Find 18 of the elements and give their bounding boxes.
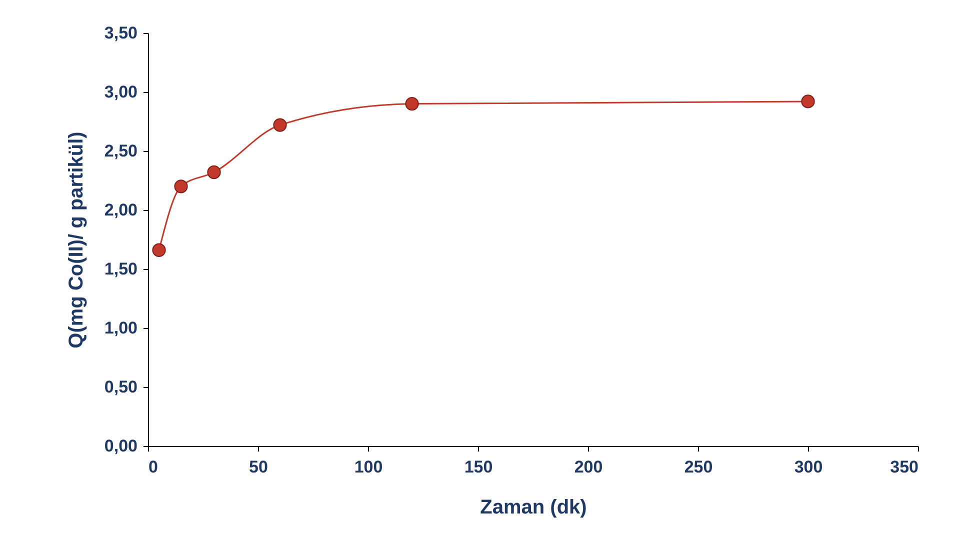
x-axis-title: Zaman (dk) [480, 496, 587, 518]
y-tick-label: 3,00 [104, 82, 138, 102]
y-tick-label: 1,00 [104, 318, 138, 338]
x-tick-label: 300 [794, 458, 823, 476]
y-tick-label: 0,00 [104, 436, 138, 456]
y-tick-label: 1,50 [104, 260, 138, 278]
y-tick-label: 0,50 [104, 378, 138, 396]
y-tick-label: 3,50 [104, 24, 138, 42]
y-tick-label: 2,00 [104, 200, 138, 220]
x-tick-label: 350 [890, 458, 918, 476]
x-tick-label: 200 [574, 458, 603, 476]
y-tick-label: 2,50 [104, 142, 138, 160]
x-tick-label: 0 [148, 458, 158, 476]
x-tick-label: 250 [684, 458, 713, 476]
x-tick-label: 50 [249, 458, 268, 476]
x-tick-label: 100 [354, 458, 383, 476]
x-tick-label: 150 [464, 458, 493, 476]
y-axis-title: Q(mg Co(II)/ g partikül) [65, 132, 88, 348]
